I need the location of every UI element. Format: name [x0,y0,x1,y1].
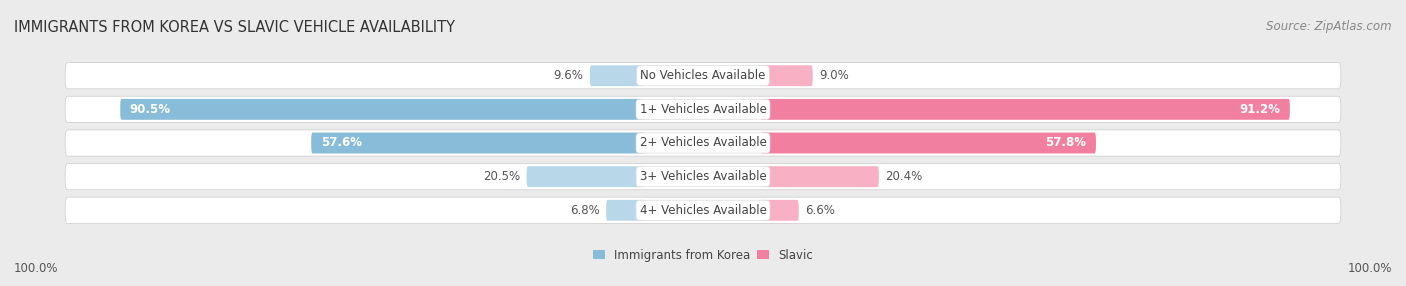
Text: 20.4%: 20.4% [886,170,922,183]
FancyBboxPatch shape [606,200,645,221]
Text: 100.0%: 100.0% [14,262,59,275]
Text: 6.8%: 6.8% [569,204,600,217]
Text: 91.2%: 91.2% [1239,103,1281,116]
Text: 1+ Vehicles Available: 1+ Vehicles Available [640,103,766,116]
Text: 20.5%: 20.5% [484,170,520,183]
FancyBboxPatch shape [761,99,1289,120]
Text: No Vehicles Available: No Vehicles Available [640,69,766,82]
FancyBboxPatch shape [527,166,645,187]
FancyBboxPatch shape [65,130,1341,156]
FancyBboxPatch shape [65,63,1341,89]
Text: Source: ZipAtlas.com: Source: ZipAtlas.com [1267,20,1392,33]
Legend: Immigrants from Korea, Slavic: Immigrants from Korea, Slavic [593,249,813,262]
FancyBboxPatch shape [65,197,1341,223]
FancyBboxPatch shape [65,96,1341,122]
FancyBboxPatch shape [121,99,645,120]
Text: IMMIGRANTS FROM KOREA VS SLAVIC VEHICLE AVAILABILITY: IMMIGRANTS FROM KOREA VS SLAVIC VEHICLE … [14,20,456,35]
Text: 90.5%: 90.5% [129,103,170,116]
FancyBboxPatch shape [761,166,879,187]
FancyBboxPatch shape [761,200,799,221]
FancyBboxPatch shape [311,133,645,153]
Text: 4+ Vehicles Available: 4+ Vehicles Available [640,204,766,217]
FancyBboxPatch shape [591,65,645,86]
Text: 57.6%: 57.6% [321,136,361,150]
Text: 9.6%: 9.6% [554,69,583,82]
Text: 2+ Vehicles Available: 2+ Vehicles Available [640,136,766,150]
FancyBboxPatch shape [65,164,1341,190]
Text: 100.0%: 100.0% [1347,262,1392,275]
Text: 3+ Vehicles Available: 3+ Vehicles Available [640,170,766,183]
FancyBboxPatch shape [761,65,813,86]
FancyBboxPatch shape [761,133,1095,153]
Text: 9.0%: 9.0% [820,69,849,82]
Text: 57.8%: 57.8% [1046,136,1087,150]
Text: 6.6%: 6.6% [806,204,835,217]
